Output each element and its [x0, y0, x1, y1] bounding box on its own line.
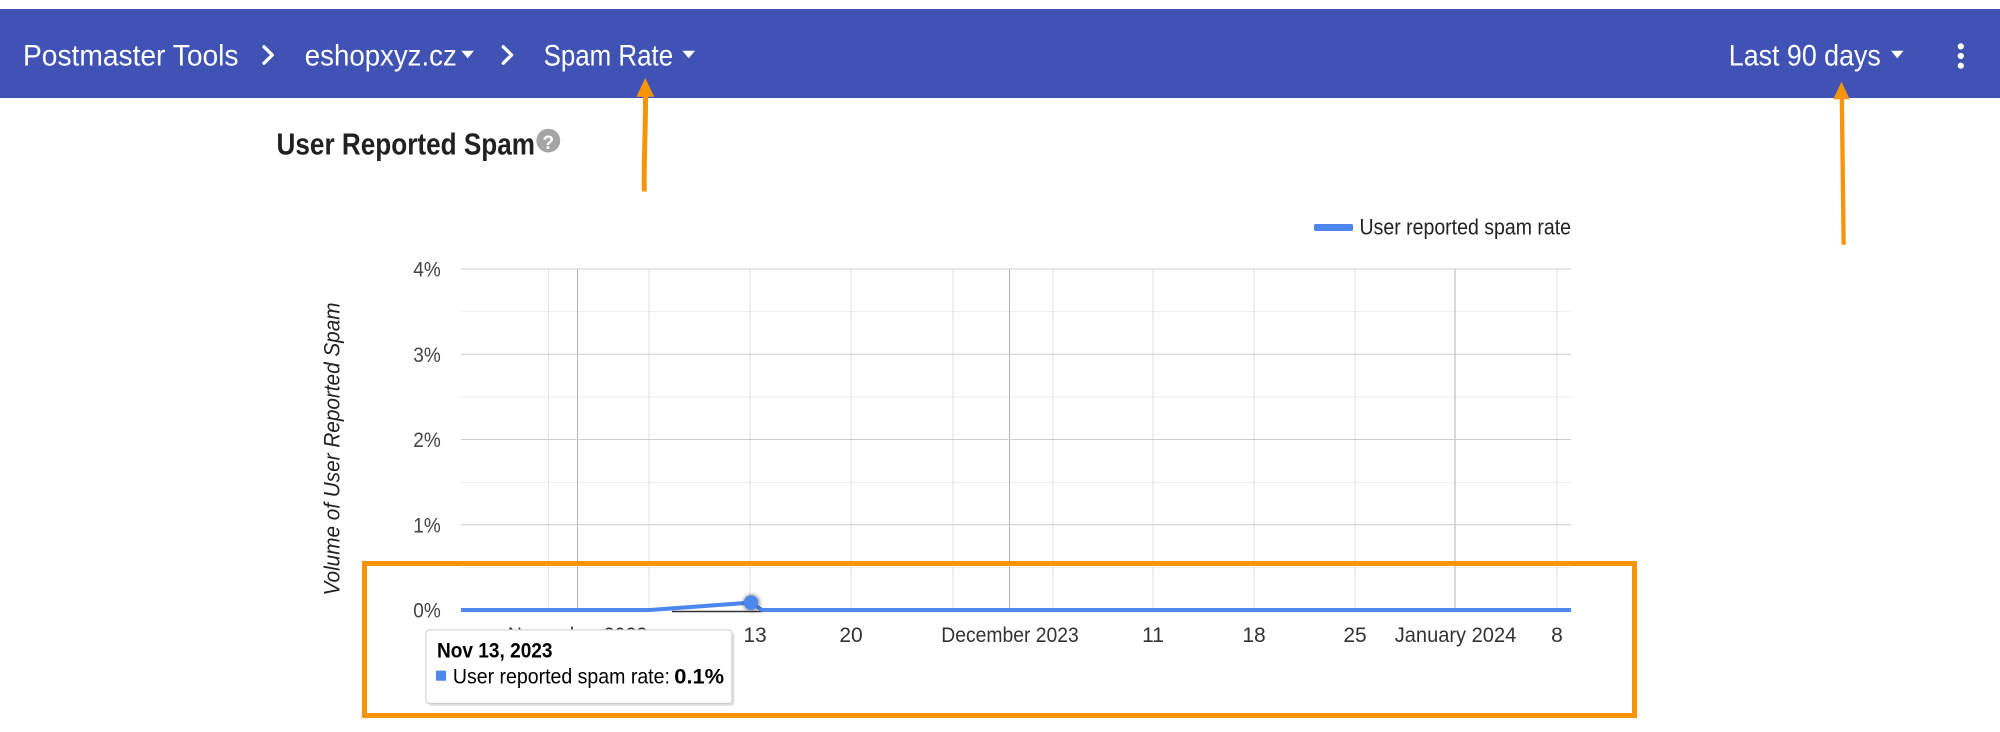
svg-text:December 2023: December 2023	[941, 624, 1079, 647]
svg-text:11: 11	[1142, 624, 1164, 647]
svg-text:2%: 2%	[413, 429, 441, 452]
svg-text:User Reported Spam: User Reported Spam	[277, 126, 536, 161]
svg-text:20: 20	[839, 624, 862, 647]
svg-text:1%: 1%	[413, 514, 441, 537]
svg-text:25: 25	[1343, 624, 1366, 647]
svg-text:January 2024: January 2024	[1395, 624, 1517, 647]
svg-text:Nov 13, 2023: Nov 13, 2023	[437, 639, 553, 662]
svg-text:3%: 3%	[413, 344, 441, 367]
svg-text:Last 90 days: Last 90 days	[1729, 40, 1881, 73]
svg-text:4%: 4%	[413, 259, 441, 282]
svg-text:0.1%: 0.1%	[674, 665, 724, 688]
svg-text:Postmaster Tools: Postmaster Tools	[23, 40, 239, 73]
svg-text:13: 13	[743, 624, 766, 647]
svg-text:Spam Rate: Spam Rate	[544, 40, 674, 73]
svg-text:?: ?	[542, 133, 554, 154]
svg-text:User reported spam rate: User reported spam rate	[1360, 215, 1572, 240]
svg-text:0%: 0%	[413, 600, 441, 623]
svg-text:18: 18	[1242, 624, 1265, 647]
svg-text:eshopxyz.cz: eshopxyz.cz	[305, 40, 457, 73]
svg-text:User reported spam rate:: User reported spam rate:	[453, 665, 670, 688]
svg-text:8: 8	[1551, 624, 1563, 647]
svg-text:Volume of User Reported Spam: Volume of User Reported Spam	[320, 303, 345, 596]
